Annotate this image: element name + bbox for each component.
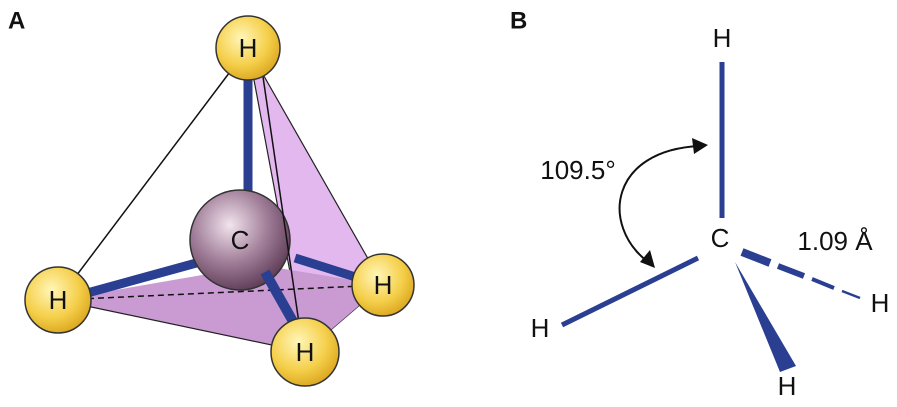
atom-label: H [713, 23, 732, 53]
panel-label: B [510, 7, 527, 34]
angle-arrow [620, 146, 700, 262]
atom-label: H [374, 270, 393, 300]
arrowhead [640, 250, 655, 268]
methane-diagram: A C H H H H B H C H H [0, 0, 897, 407]
atom-label: H [778, 371, 797, 401]
bond [562, 258, 698, 325]
atom-label: C [231, 225, 250, 255]
panel-label: A [8, 7, 25, 34]
tetrahedron: C H H H H [25, 16, 414, 386]
atom-label: H [239, 33, 258, 63]
atom-label: H [296, 337, 315, 367]
atom-label: H [531, 313, 550, 343]
structural-formula: H C H H H 109.5° 1.09 Å [531, 23, 890, 401]
atom-label: H [49, 285, 68, 315]
wedge-bond [735, 262, 796, 372]
dashed-bond [742, 252, 860, 298]
arrowhead [692, 138, 708, 154]
page: A C H H H H B H C H H [0, 0, 897, 407]
atom-label: C [711, 223, 730, 253]
angle-label: 109.5° [540, 155, 615, 185]
bond-length-label: 1.09 Å [797, 226, 873, 256]
atom-label: H [871, 288, 890, 318]
